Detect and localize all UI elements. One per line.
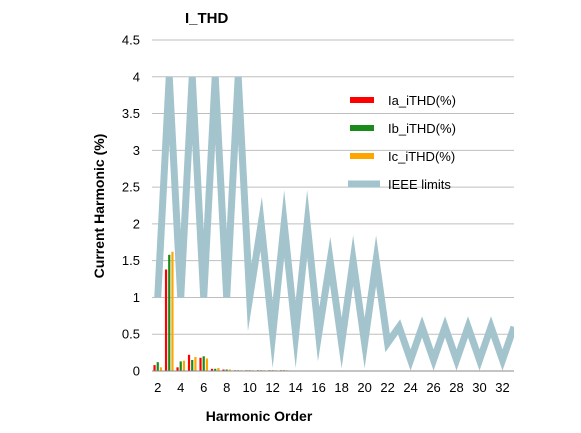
x-tick-label: 8 xyxy=(223,380,230,395)
x-tick-label: 32 xyxy=(495,380,509,395)
x-tick-label: 14 xyxy=(288,380,302,395)
y-tick-label: 0.5 xyxy=(122,327,140,342)
x-tick-labels: 2 4 6 8 10 12 14 16 18 20 22 24 26 28 30 32 xyxy=(154,380,510,395)
x-tick-label: 10 xyxy=(242,380,256,395)
bar-ib-ithd- xyxy=(225,369,228,371)
legend-swatch xyxy=(350,153,374,159)
bar-ic-ithd- xyxy=(205,358,209,371)
y-axis-title: Current Harmonic (%) xyxy=(91,134,107,279)
legend-swatch xyxy=(350,97,374,103)
legend-label: Ia_iTHD(%) xyxy=(388,93,456,108)
x-tick-label: 6 xyxy=(200,380,207,395)
bar-ib-ithd- xyxy=(179,361,182,371)
x-tick-label: 28 xyxy=(449,380,463,395)
bar-ib-ithd- xyxy=(202,356,205,371)
legend-label: Ib_iTHD(%) xyxy=(388,121,456,136)
bar-ib-ithd- xyxy=(191,359,194,371)
y-tick-label: 3 xyxy=(133,143,140,158)
y-tick-label: 4 xyxy=(133,69,140,84)
legend-label: Ic_iTHD(%) xyxy=(388,149,455,164)
x-tick-label: 20 xyxy=(357,380,371,395)
x-tick-label: 2 xyxy=(154,380,161,395)
x-tick-label: 18 xyxy=(334,380,348,395)
bar-ia-ithd- xyxy=(199,357,202,371)
bar-ib-ithd- xyxy=(214,368,217,371)
bar-ia-ithd- xyxy=(222,369,225,371)
bar-ia-ithd- xyxy=(210,368,214,371)
legend-swatch xyxy=(350,125,374,131)
bar-ia-ithd- xyxy=(153,365,156,371)
y-tick-label: 2 xyxy=(133,216,140,231)
legend-label: IEEE limits xyxy=(388,177,451,192)
y-tick-label: 1 xyxy=(133,290,140,305)
x-tick-label: 26 xyxy=(426,380,440,395)
y-tick-labels: 0 0.5 1 1.5 2 2.5 3 3.5 4 4.5 xyxy=(122,33,140,379)
bar-ic-ithd- xyxy=(194,357,197,371)
x-tick-label: 22 xyxy=(380,380,394,395)
bar-ic-ithd- xyxy=(159,367,163,371)
y-tick-label: 4.5 xyxy=(122,33,140,48)
bar-ia-ithd- xyxy=(176,367,179,371)
x-tick-label: 4 xyxy=(177,380,184,395)
x-tick-label: 30 xyxy=(472,380,486,395)
bar-ia-ithd- xyxy=(164,269,168,371)
y-tick-label: 3.5 xyxy=(122,106,140,121)
bar-ib-ithd- xyxy=(156,362,159,371)
chart-title: I_THD xyxy=(185,10,229,27)
bar-ia-ithd- xyxy=(187,354,191,371)
x-tick-label: 16 xyxy=(311,380,325,395)
y-tick-label: 2.5 xyxy=(122,180,140,195)
bar-ic-ithd- xyxy=(171,251,174,371)
y-tick-label: 1.5 xyxy=(122,253,140,268)
bar-ib-ithd- xyxy=(168,254,171,371)
x-axis-title: Harmonic Order xyxy=(206,408,313,424)
series-line-ieee-limits xyxy=(154,76,514,371)
bar-ic-ithd- xyxy=(228,369,231,371)
bar-ic-ithd- xyxy=(217,368,220,371)
bar-ic-ithd- xyxy=(182,360,186,371)
x-tick-label: 24 xyxy=(403,380,417,395)
legend: Ia_iTHD(%) Ib_iTHD(%) Ic_iTHD(%) IEEE limit… xyxy=(348,93,456,192)
x-tick-label: 12 xyxy=(265,380,279,395)
y-tick-label: 0 xyxy=(133,364,140,379)
